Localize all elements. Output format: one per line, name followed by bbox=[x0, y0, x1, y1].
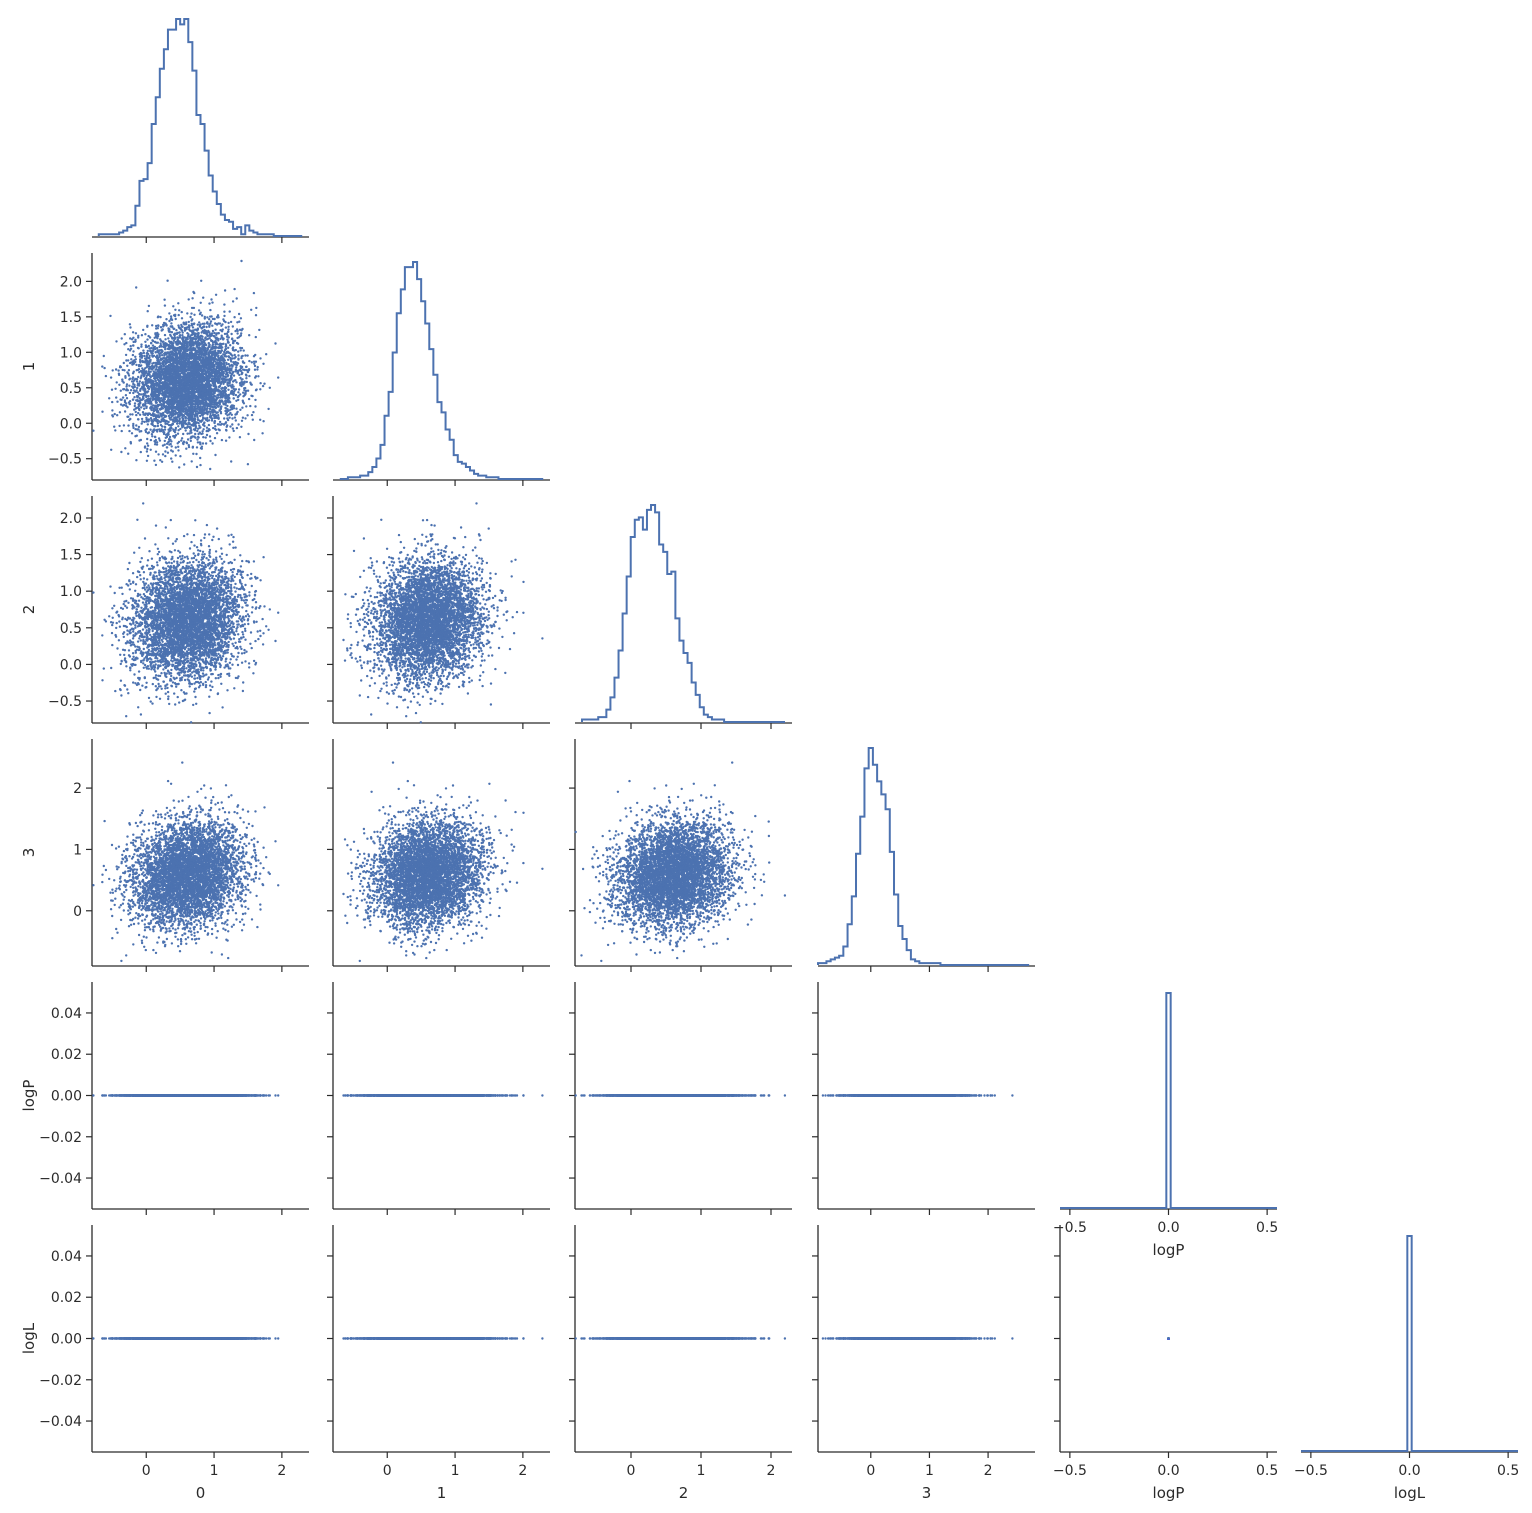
histogram-0 bbox=[99, 19, 302, 236]
data-point bbox=[261, 432, 263, 434]
data-point bbox=[142, 349, 144, 351]
data-point bbox=[144, 341, 146, 343]
data-point bbox=[253, 292, 255, 294]
data-point bbox=[164, 450, 166, 452]
data-point bbox=[254, 399, 256, 401]
panel-0-vs-0 bbox=[92, 19, 309, 243]
data-point bbox=[120, 390, 122, 392]
data-point bbox=[135, 286, 137, 288]
data-point bbox=[205, 326, 207, 328]
data-point bbox=[246, 414, 248, 416]
data-point bbox=[194, 433, 196, 435]
data-point bbox=[206, 434, 208, 436]
data-point bbox=[208, 318, 210, 320]
panel-1-vs-0: −0.50.00.51.01.52.01 bbox=[20, 253, 309, 486]
data-point bbox=[245, 377, 247, 379]
data-point bbox=[177, 449, 179, 451]
y-tick-label: −0.5 bbox=[48, 452, 82, 468]
data-point bbox=[232, 300, 234, 302]
data-point bbox=[127, 424, 129, 426]
data-point bbox=[164, 338, 166, 340]
y-tick-label: 2.0 bbox=[60, 274, 82, 290]
scatter-points bbox=[92, 260, 279, 470]
data-point bbox=[248, 375, 250, 377]
y-tick-label: 1.5 bbox=[60, 310, 82, 326]
data-point bbox=[155, 451, 157, 453]
data-point bbox=[240, 426, 242, 428]
data-point bbox=[199, 457, 201, 459]
data-point bbox=[128, 385, 130, 387]
y-tick-label: 1.0 bbox=[60, 345, 82, 361]
data-point bbox=[197, 324, 199, 326]
data-point bbox=[157, 425, 159, 427]
data-point bbox=[201, 314, 203, 316]
data-point bbox=[236, 321, 238, 323]
data-point bbox=[221, 439, 223, 441]
data-point bbox=[235, 381, 237, 383]
data-point bbox=[92, 430, 94, 432]
data-point bbox=[239, 436, 241, 438]
data-point bbox=[229, 425, 231, 427]
y-tick-label: 0.0 bbox=[60, 416, 82, 432]
data-point bbox=[244, 354, 246, 356]
y-tick-label: 0.5 bbox=[60, 381, 82, 397]
